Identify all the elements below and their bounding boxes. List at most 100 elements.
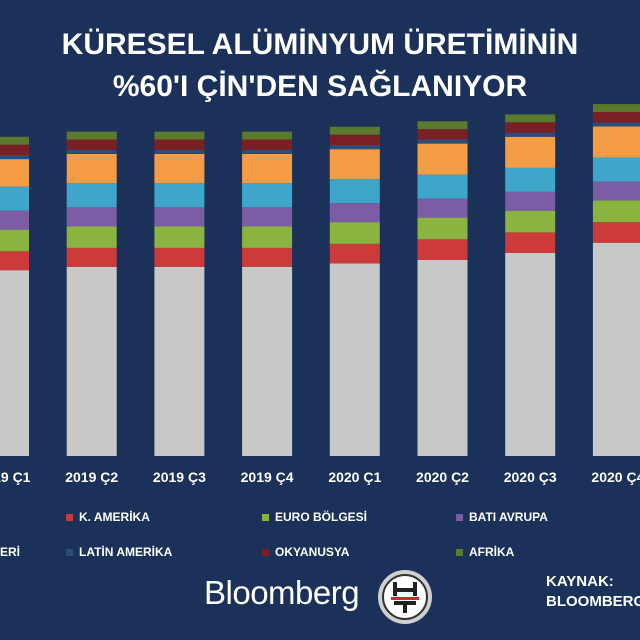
bar-segment-2-1 — [154, 247, 205, 267]
legend-swatch — [456, 513, 463, 521]
bar-segment-4-7 — [329, 134, 380, 145]
legend-item-afrika: AFRİKA — [456, 545, 514, 559]
legend-swatch — [262, 548, 269, 556]
bar-segment-5-0 — [417, 259, 468, 456]
x-tick-label: 2020 Ç3 — [504, 469, 557, 485]
ht-logo-icon: HT — [378, 570, 432, 626]
bar-segment-7-8 — [592, 104, 640, 112]
source-name: BLOOMBERG — [546, 593, 640, 610]
bar-segment-0-2 — [0, 229, 29, 252]
bar-segment-0-0 — [0, 270, 29, 456]
bar-segment-7-0 — [592, 242, 640, 456]
x-tick-label: 2019 Ç2 — [65, 469, 118, 485]
legend-item-k-amerika: K. AMERİKA — [66, 510, 150, 524]
bar-segment-1-7 — [66, 139, 117, 150]
bar-segment-7-7 — [592, 112, 640, 123]
bar-segment-4-3 — [329, 203, 380, 223]
x-tick-label: 2020 Ç2 — [416, 469, 469, 485]
bar-segment-3-8 — [242, 131, 293, 140]
bar-segment-2-8 — [154, 131, 205, 140]
bar-segment-2-4 — [154, 183, 205, 208]
bar-segment-3-2 — [242, 226, 293, 248]
bar-segment-4-6 — [329, 145, 380, 150]
bar-segment-4-4 — [329, 179, 380, 204]
bar-segment-7-3 — [592, 181, 640, 201]
legend-label: ERİ — [0, 545, 21, 559]
bar-segment-5-6 — [417, 139, 468, 144]
source-label: KAYNAK: — [546, 573, 614, 590]
bar-segment-4-2 — [329, 222, 380, 244]
bar-segment-3-4 — [242, 183, 293, 208]
bar-segment-7-5 — [592, 126, 640, 158]
bar-segment-4-1 — [329, 243, 380, 264]
bar-segment-1-1 — [66, 247, 117, 267]
bar-segment-2-0 — [154, 266, 205, 456]
bar-segment-7-2 — [592, 200, 640, 223]
bar-segment-5-1 — [417, 239, 468, 260]
bar-segment-0-3 — [0, 210, 29, 230]
bar-segment-0-4 — [0, 186, 29, 211]
bar-segment-6-0 — [505, 253, 556, 456]
bar-segment-1-5 — [66, 154, 117, 184]
legend-item-euro-bolgesi: EURO BÖLGESİ — [262, 510, 367, 524]
x-tick-label: 2019 Ç1 — [0, 469, 31, 485]
bar-segment-6-3 — [505, 191, 556, 211]
bar-segment-6-2 — [505, 210, 556, 233]
legend-label: K. AMERİKA — [79, 510, 150, 524]
bar-segment-5-3 — [417, 198, 468, 218]
legend-swatch — [66, 548, 73, 556]
bar-segment-0-6 — [0, 155, 29, 160]
chart-title-line2: %60'I ÇİN'DEN SAĞLANIYOR — [112, 70, 528, 103]
bar-segment-1-8 — [66, 131, 117, 140]
bar-segment-1-3 — [66, 207, 117, 227]
bar-segment-3-0 — [242, 266, 293, 456]
bar-segment-7-6 — [592, 122, 640, 127]
bar-segment-6-5 — [505, 136, 556, 168]
bar-segment-1-6 — [66, 149, 117, 154]
bar-segment-2-7 — [154, 139, 205, 150]
legend-label: LATİN AMERİKA — [79, 545, 173, 559]
bar-segment-5-4 — [417, 174, 468, 199]
bar-segment-3-5 — [242, 154, 293, 184]
legend-swatch — [456, 548, 463, 556]
bar-segment-1-4 — [66, 183, 117, 208]
bar-segment-5-8 — [417, 121, 468, 130]
bar-segment-1-2 — [66, 226, 117, 248]
legend-item-okyanusya: OKYANUSYA — [262, 545, 349, 559]
bar-segment-5-2 — [417, 217, 468, 240]
bar-segment-0-8 — [0, 136, 29, 145]
x-tick-label: 2019 Ç4 — [241, 469, 294, 485]
legend-label: OKYANUSYA — [275, 545, 350, 559]
bar-segment-0-5 — [0, 159, 29, 187]
bar-segment-6-4 — [505, 167, 556, 192]
bar-segment-3-3 — [242, 207, 293, 227]
bar-segment-6-7 — [505, 122, 556, 133]
bar-segment-1-0 — [66, 266, 117, 456]
bar-segment-6-1 — [505, 232, 556, 253]
bar-segment-3-7 — [242, 139, 293, 150]
bar-segment-7-1 — [592, 222, 640, 243]
bar-segment-4-5 — [329, 149, 380, 180]
bar-segment-7-4 — [592, 157, 640, 182]
legend-item-bati-avrupa: BATI AVRUPA — [456, 510, 548, 524]
bloomberg-logo: Bloomberg — [204, 574, 360, 611]
bar-segment-6-8 — [505, 114, 556, 123]
legend-item-cut-off: ERİ — [0, 545, 20, 559]
bar-segment-4-0 — [329, 263, 380, 456]
legend-label: EURO BÖLGESİ — [275, 510, 368, 524]
bar-segment-2-3 — [154, 207, 205, 227]
svg-text:HT: HT — [405, 625, 407, 626]
source-credit: KAYNAK: BLOOMBERG — [546, 572, 640, 612]
x-tick-label: 2020 Ç4 — [591, 469, 640, 485]
bar-segment-3-1 — [242, 247, 293, 267]
legend-swatch — [66, 513, 73, 521]
bar-segment-2-5 — [154, 154, 205, 184]
bar-segment-5-7 — [417, 129, 468, 140]
bar-segment-2-2 — [154, 226, 205, 248]
legend-label: AFRİKA — [469, 545, 515, 559]
chart-title-line1: KÜRESEL ALÜMİNYUM ÜRETİMİNİN — [61, 28, 579, 61]
legend-item-latin-amerika: LATİN AMERİKA — [66, 545, 172, 559]
legend-swatch — [262, 513, 269, 521]
legend-label: BATI AVRUPA — [469, 510, 548, 524]
bar-segment-3-6 — [242, 149, 293, 154]
